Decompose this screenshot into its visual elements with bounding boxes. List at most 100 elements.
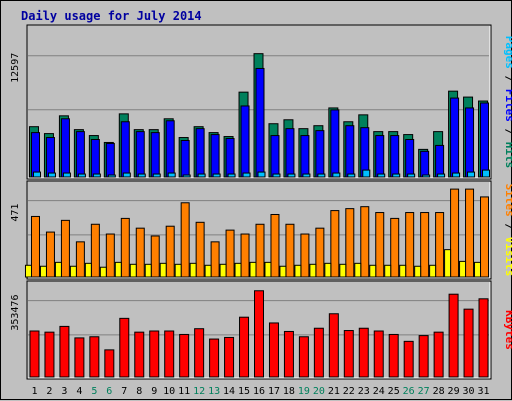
y-tick-label: 12597	[10, 53, 21, 83]
bar-files	[420, 150, 430, 178]
bar-files	[90, 139, 100, 178]
bar-kbytes	[209, 338, 220, 378]
bar-pages	[287, 173, 296, 178]
bar-visits	[360, 206, 370, 278]
bar-sites	[69, 265, 77, 278]
bar-pages	[317, 173, 326, 178]
bar-kbytes	[254, 290, 264, 378]
bar-visits	[330, 210, 340, 278]
bar-files	[195, 128, 205, 178]
bar-sites	[219, 263, 227, 278]
x-tick-label: 18	[283, 386, 295, 397]
bar-files	[165, 120, 175, 178]
bar-files	[435, 144, 445, 178]
bar-pages	[92, 173, 101, 178]
bar-files	[240, 105, 250, 178]
x-tick-label: 19	[298, 386, 310, 397]
bar-sites	[234, 262, 242, 278]
bar-sites	[189, 262, 197, 278]
bar-kbytes	[44, 331, 55, 378]
bar-kbytes	[104, 349, 115, 378]
bar-kbytes	[149, 330, 160, 378]
legend-entry: /	[503, 69, 512, 89]
legend-entry: /	[503, 122, 512, 142]
bar-pages	[62, 172, 71, 178]
bar-visits	[165, 225, 175, 278]
bar-kbytes	[194, 328, 205, 378]
bar-files	[180, 139, 190, 178]
bar-kbytes	[134, 331, 145, 378]
bar-visits	[225, 229, 235, 278]
bar-files	[465, 107, 475, 178]
bar-kbytes	[448, 293, 459, 378]
legend-entry: Sites	[503, 184, 512, 217]
bar-files	[60, 118, 70, 178]
bar-pages	[407, 173, 416, 178]
bar-sites	[84, 262, 92, 278]
bar-pages	[377, 173, 386, 178]
bar-sites	[144, 263, 152, 278]
bar-pages	[467, 171, 476, 178]
bar-pages	[107, 174, 116, 178]
bar-kbytes	[403, 340, 414, 378]
bar-files	[150, 132, 160, 178]
legend-entry: Pages	[503, 36, 512, 69]
x-tick-label: 31	[477, 386, 489, 397]
x-tick-label: 26	[403, 386, 415, 397]
bar-kbytes	[119, 317, 130, 378]
bar-kbytes	[239, 316, 250, 378]
x-tick-label: 9	[151, 386, 157, 397]
x-tick-label: 11	[178, 386, 190, 397]
bar-sites	[39, 265, 47, 278]
bar-pages	[32, 171, 41, 178]
bar-visits	[450, 188, 460, 278]
x-tick-label: 2	[46, 386, 52, 397]
bar-sites	[444, 249, 452, 278]
bar-visits	[300, 233, 310, 278]
x-tick-label: 28	[433, 386, 445, 397]
x-tick-label: 15	[238, 386, 250, 397]
x-tick-label: 10	[163, 386, 175, 397]
bar-pages	[302, 173, 311, 178]
x-tick-label: 17	[268, 386, 280, 397]
bar-sites	[294, 264, 302, 278]
bar-visits	[435, 212, 445, 278]
bar-kbytes	[298, 336, 309, 378]
bar-sites	[114, 261, 122, 278]
bar-sites	[159, 262, 167, 278]
legend-entry: KBytes	[503, 310, 512, 350]
series-legend-bottom: KBytes	[503, 310, 512, 350]
x-tick-label: 5	[91, 386, 97, 397]
bar-pages	[347, 173, 356, 178]
bar-kbytes	[388, 333, 399, 378]
bar-files	[210, 134, 220, 178]
bar-files	[270, 135, 280, 178]
x-tick-label: 3	[61, 386, 67, 397]
bar-visits	[270, 213, 280, 278]
bar-pages	[227, 173, 236, 178]
x-tick-label: 24	[373, 386, 385, 397]
bar-kbytes	[89, 336, 100, 378]
bar-pages	[212, 173, 221, 178]
bar-files	[135, 131, 145, 178]
bar-pages	[182, 174, 191, 178]
bar-kbytes	[313, 327, 324, 378]
bar-visits	[390, 217, 400, 278]
bar-kbytes	[164, 330, 175, 378]
bar-sites	[429, 264, 437, 278]
bar-pages	[242, 172, 251, 178]
bar-visits	[135, 227, 145, 278]
bar-files	[255, 67, 265, 178]
bar-kbytes	[224, 336, 235, 378]
bar-visits	[285, 223, 295, 278]
bar-sites	[264, 261, 272, 278]
bar-files	[45, 137, 55, 178]
bar-visits	[465, 188, 475, 278]
x-tick-label: 23	[358, 386, 370, 397]
bar-kbytes	[373, 330, 384, 378]
x-tick-label: 4	[76, 386, 82, 397]
bar-visits	[345, 208, 355, 278]
bar-sites	[24, 264, 32, 278]
bar-visits	[375, 212, 385, 278]
series-legend-top: Pages / Files / Hits	[503, 36, 512, 169]
